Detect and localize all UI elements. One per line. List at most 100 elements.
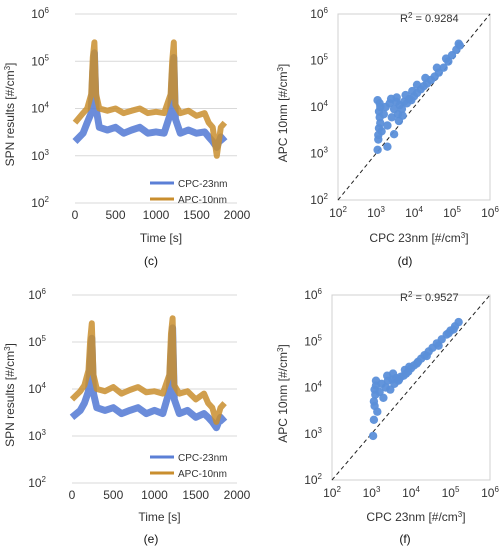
scatter-point [398, 111, 407, 120]
panel-label: (c) [144, 254, 158, 268]
scatter-point [439, 63, 448, 72]
scatter-point [388, 369, 398, 378]
x-tick-label: 1500 [182, 488, 209, 502]
x-tick-label: 106 [481, 485, 499, 500]
x-axis-label: CPC 23nm [#/cm3] [369, 231, 468, 245]
y-axis-label: APC 10nm [#/cm3] [276, 64, 290, 163]
x-tick-label: 1500 [183, 208, 210, 222]
scatter-point [454, 39, 463, 48]
scatter-point [454, 317, 463, 327]
x-tick-label: 105 [442, 485, 460, 500]
scatter-point [432, 63, 442, 72]
x-tick-label: 105 [443, 205, 461, 220]
y-tick-label: 102 [304, 472, 322, 487]
y-tick-label: 106 [31, 6, 49, 21]
y-tick-label: 103 [310, 146, 328, 161]
scatter-point [421, 73, 430, 83]
y-axis-label: SPN results [#/cm3] [3, 63, 17, 167]
y-tick-label: 105 [310, 53, 328, 68]
x-tick-label: 0 [69, 488, 76, 502]
y-tick-label: 105 [304, 333, 322, 348]
scatter-point [397, 104, 407, 114]
scatter-point [369, 397, 379, 406]
y-tick-label: 106 [304, 287, 322, 302]
y-tick-label: 103 [28, 428, 46, 443]
scatter-point [434, 341, 443, 350]
scatter-point [401, 90, 410, 100]
plot-frame [337, 13, 491, 201]
x-axis-label: CPC 23nm [#/cm3] [366, 510, 465, 524]
reference-line [337, 13, 491, 201]
y-tick-label: 102 [310, 192, 328, 207]
y-tick-label: 102 [28, 475, 46, 490]
x-tick-label: 2000 [224, 488, 251, 502]
legend-label: CPC-23nm [178, 179, 227, 190]
panel-e: 102 103 104 105 106 0 500 1000 1500 2000 CPC-23nm A… [3, 287, 251, 546]
scatter-point [441, 54, 451, 63]
scatter-point [373, 407, 382, 416]
scatter-point [386, 385, 395, 394]
x-tick-label: 103 [367, 205, 385, 220]
y-tick-label: 106 [28, 287, 46, 302]
panel-label: (e) [144, 532, 159, 546]
x-tick-label: 1000 [141, 488, 168, 502]
x-axis-label: Time [s] [138, 510, 180, 524]
y-tick-label: 104 [310, 99, 328, 114]
panel-c: 102 103 104 105 106 0 500 1000 1500 2000 CPC-23nm A… [3, 6, 251, 268]
reference-line [331, 294, 491, 481]
r-squared-annotation: R2 = 0.9284 [400, 11, 459, 25]
y-tick-label: 104 [28, 381, 46, 396]
scatter-point [449, 325, 458, 334]
scatter-point [412, 80, 422, 90]
scatter-point [375, 99, 384, 108]
x-tick-label: 500 [105, 208, 125, 222]
y-tick-label: 103 [304, 426, 322, 441]
x-axis-label: Time [s] [140, 231, 182, 245]
scatter-point [405, 362, 414, 371]
y-tick-label: 105 [28, 334, 46, 349]
r-squared-annotation: R2 = 0.9527 [400, 290, 459, 304]
x-tick-label: 104 [405, 205, 423, 220]
legend-label: APC-10nm [178, 195, 227, 206]
x-tick-label: 102 [323, 485, 341, 500]
scatter-point [389, 130, 399, 139]
scatter-point [369, 415, 379, 424]
scatter-point [412, 359, 421, 368]
y-tick-label: 104 [31, 101, 49, 116]
scatter-point [383, 121, 392, 130]
x-tick-label: 106 [481, 205, 499, 220]
scatter-point [387, 113, 396, 122]
x-tick-label: 1000 [143, 208, 170, 222]
y-tick-label: 102 [31, 195, 49, 210]
scatter-point [383, 142, 392, 151]
plot-frame [331, 294, 491, 481]
scatter-point [422, 351, 431, 361]
scatter-point [379, 110, 388, 119]
scatter-point [386, 94, 396, 104]
x-tick-label: 500 [103, 488, 123, 502]
panel-label: (d) [398, 254, 413, 268]
y-axis-label: APC 10nm [#/cm3] [276, 344, 290, 443]
y-tick-label: 104 [304, 380, 322, 395]
y-tick-label: 103 [31, 148, 49, 163]
x-tick-label: 0 [72, 208, 79, 222]
scatter-point [408, 86, 417, 96]
x-tick-label: 2000 [224, 208, 251, 222]
y-axis-label: SPN results [#/cm3] [3, 343, 17, 447]
y-tick-label: 105 [31, 53, 49, 68]
legend-label: CPC-23nm [178, 453, 227, 464]
x-tick-label: 102 [329, 205, 347, 220]
panel-label: (f) [399, 532, 410, 546]
scatter-point [379, 393, 388, 402]
y-tick-label: 106 [310, 6, 328, 21]
x-tick-label: 104 [402, 485, 420, 500]
scatter-point [394, 375, 404, 384]
scatter-point [376, 118, 385, 128]
scatter-point [373, 145, 382, 154]
scatter-point [368, 431, 378, 441]
series-line-APC-10nm [69, 315, 227, 425]
series-line-APC-10nm [72, 39, 228, 159]
